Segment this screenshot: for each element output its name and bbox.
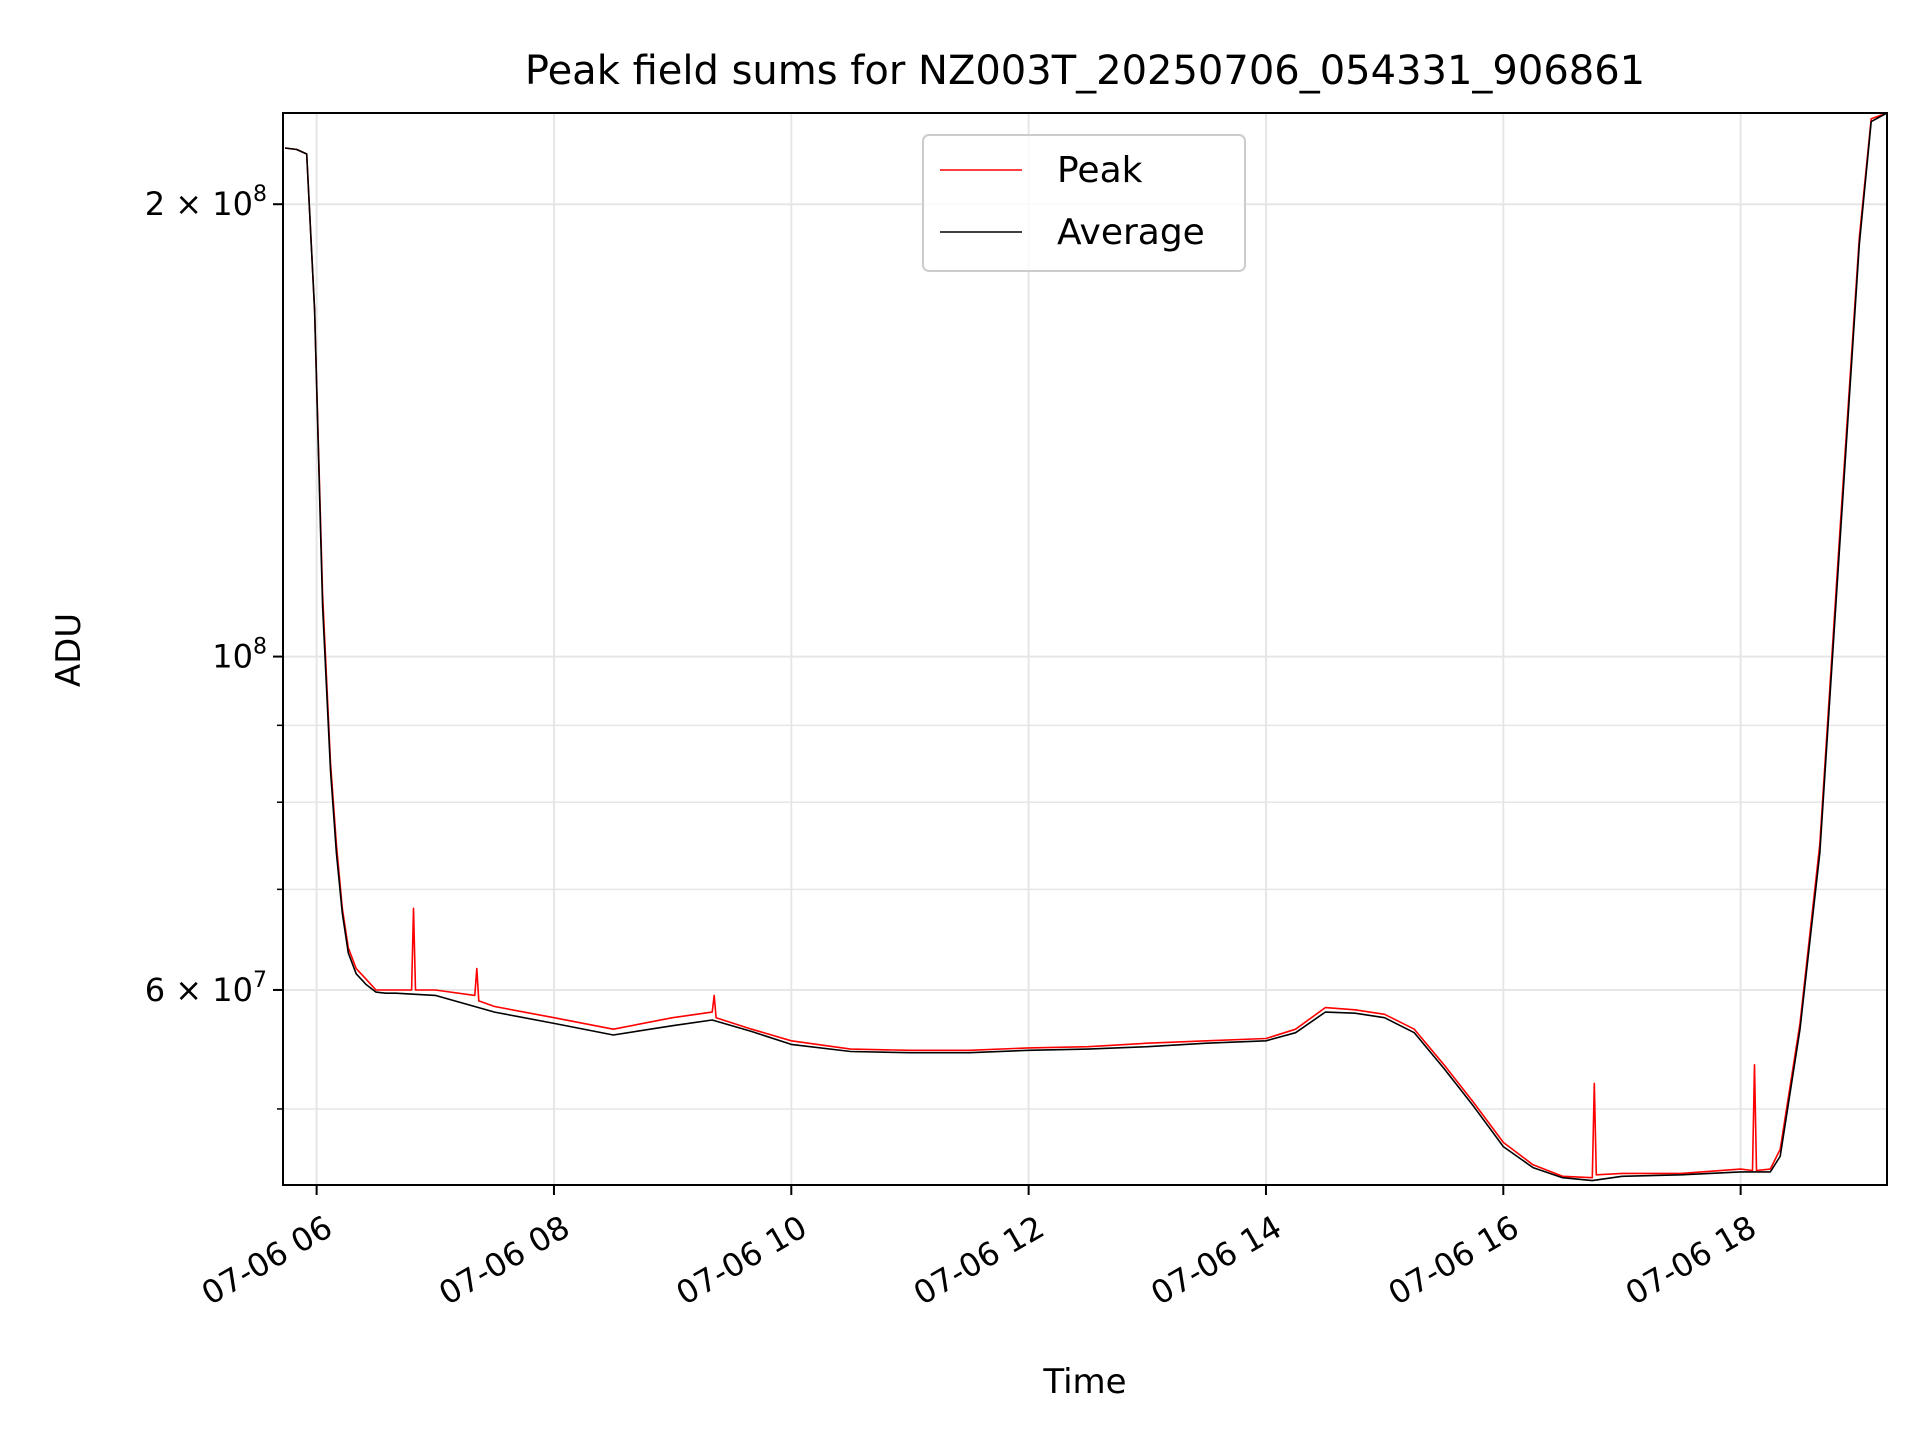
chart-title: Peak field sums for NZ003T_20250706_0543…: [525, 48, 1645, 94]
y-tick-label: 108: [212, 635, 267, 676]
plot-area: [282, 112, 1888, 1186]
legend: Peak Average: [922, 134, 1246, 272]
y-tick-label: 2 × 108: [145, 182, 267, 223]
series-line-peak: [284, 112, 1888, 1179]
x-axis-title: Time: [1042, 1362, 1126, 1402]
y-axis-title: ADU: [49, 613, 89, 687]
plot-background: [283, 113, 1887, 1185]
series-line-average: [284, 112, 1888, 1182]
series-layer: [284, 112, 1888, 1182]
plot-frame: [282, 112, 1888, 1186]
legend-label-average: Average: [1057, 212, 1205, 253]
y-tick-label: 6 × 107: [145, 968, 267, 1009]
y-axis: 6 × 107 108 2 × 108: [145, 182, 283, 1110]
legend-label-peak: Peak: [1057, 150, 1143, 191]
legend-box: [922, 134, 1246, 272]
